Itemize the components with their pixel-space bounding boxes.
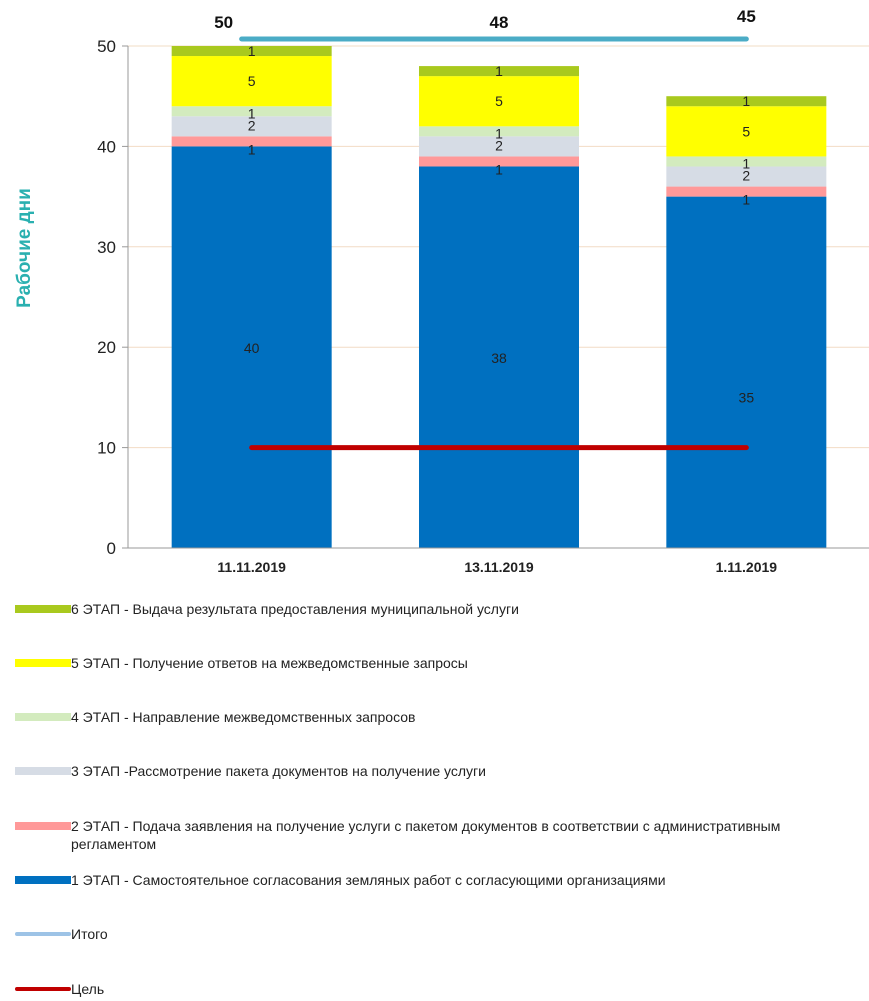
data-label-s2-c2: 1: [742, 192, 750, 208]
y-axis-label: Рабочие дни: [14, 188, 35, 308]
total-label-2: 45: [737, 7, 756, 26]
x-tick-label-1: 13.11.2019: [464, 559, 534, 575]
bar-s3-c1: [419, 136, 579, 157]
legend-label-target: Цель: [71, 981, 105, 997]
axis-layer: 0 10 20 30 40 50 11.11.2019 13.11.2019 1.11.2019: [97, 37, 869, 575]
legend-item-stage2: 2 ЭТАП - Подача заявления на получение у…: [15, 817, 865, 853]
bar-s5-c1: [419, 76, 579, 127]
legend-label-stage2: 2 ЭТАП - Подача заявления на получение у…: [71, 818, 781, 852]
data-label-s3-c0: 2: [248, 117, 256, 133]
data-label-s2-c0: 1: [248, 141, 256, 157]
data-label-s4-c1: 1: [495, 125, 503, 141]
legend-swatch-stage2: [15, 822, 71, 830]
data-label-s2-c1: 1: [495, 161, 503, 177]
legend-swatch-stage3: [15, 767, 71, 775]
legend-item-stage4: 4 ЭТАП - Направление межведомственных за…: [15, 708, 415, 726]
bar-s4-c1: [419, 126, 579, 137]
data-label-s1-c2: 35: [739, 389, 755, 405]
y-tick-label-50: 50: [97, 37, 116, 56]
legend-swatch-total: [15, 932, 71, 936]
legend-item-total: Итого: [15, 925, 108, 943]
legend-label-stage5: 5 ЭТАП - Получение ответов на межведомст…: [71, 655, 468, 671]
bar-s1-c2: [666, 196, 827, 548]
legend-swatch-stage5: [15, 659, 71, 667]
bar-s1-c0: [171, 146, 332, 548]
legend-label-total: Итого: [71, 926, 108, 942]
bar-s6-c0: [171, 46, 332, 57]
x-tick-label-2: 1.11.2019: [716, 559, 778, 575]
bar-s2-c1: [419, 156, 579, 167]
legend-swatch-stage4: [15, 713, 71, 721]
legend-item-stage1: 1 ЭТАП - Самостоятельное согласования зе…: [15, 871, 666, 889]
legend-label-stage3: 3 ЭТАП -Рассмотрение пакета документов н…: [71, 763, 486, 779]
bar-s6-c2: [666, 96, 827, 107]
legend-item-stage3: 3 ЭТАП -Рассмотрение пакета документов н…: [15, 762, 486, 780]
x-tick-label-0: 11.11.2019: [217, 559, 286, 575]
y-tick-label-0: 0: [107, 539, 116, 558]
data-label-s3-c1: 2: [495, 137, 503, 153]
bar-s3-c0: [171, 116, 332, 137]
bar-s5-c0: [171, 56, 332, 107]
bar-s5-c2: [666, 106, 827, 157]
bar-s3-c2: [666, 166, 827, 187]
legend-item-target: Цель: [15, 980, 104, 998]
y-tick-label-10: 10: [97, 439, 116, 458]
data-label-s6-c2: 1: [742, 93, 750, 109]
bar-s2-c2: [666, 186, 827, 197]
bar-s2-c0: [171, 136, 332, 147]
lines-layer: 50 48 45: [214, 7, 756, 451]
y-tick-label-40: 40: [97, 137, 116, 156]
bar-s4-c2: [666, 156, 827, 167]
bar-s6-c1: [419, 66, 579, 77]
bar-s4-c0: [171, 106, 332, 117]
legend-label-stage1: 1 ЭТАП - Самостоятельное согласования зе…: [71, 872, 666, 888]
legend-item-stage5: 5 ЭТАП - Получение ответов на межведомст…: [15, 654, 468, 672]
legend-label-stage4: 4 ЭТАП - Направление межведомственных за…: [71, 709, 416, 725]
legend-swatch-target: [15, 987, 71, 991]
data-label-s5-c0: 5: [248, 73, 256, 89]
data-label-s5-c2: 5: [742, 123, 750, 139]
legend-item-stage6: 6 ЭТАП - Выдача результата предоставлени…: [15, 600, 519, 618]
y-tick-label-20: 20: [97, 338, 116, 357]
y-tick-label-30: 30: [97, 238, 116, 257]
data-label-s4-c0: 1: [248, 105, 256, 121]
data-label-s1-c1: 38: [491, 350, 507, 366]
data-label-s1-c0: 40: [244, 340, 260, 356]
data-label-s3-c2: 2: [742, 168, 750, 184]
data-label-s4-c2: 1: [742, 155, 750, 171]
data-label-s6-c0: 1: [248, 43, 256, 59]
legend-label-stage6: 6 ЭТАП - Выдача результата предоставлени…: [71, 601, 519, 617]
total-label-0: 50: [214, 13, 233, 32]
bar-s1-c1: [419, 166, 579, 549]
data-label-s5-c1: 5: [495, 93, 503, 109]
total-label-1: 48: [490, 13, 509, 32]
data-label-s6-c1: 1: [495, 63, 503, 79]
legend-swatch-stage1: [15, 876, 71, 884]
legend-swatch-stage6: [15, 605, 71, 613]
